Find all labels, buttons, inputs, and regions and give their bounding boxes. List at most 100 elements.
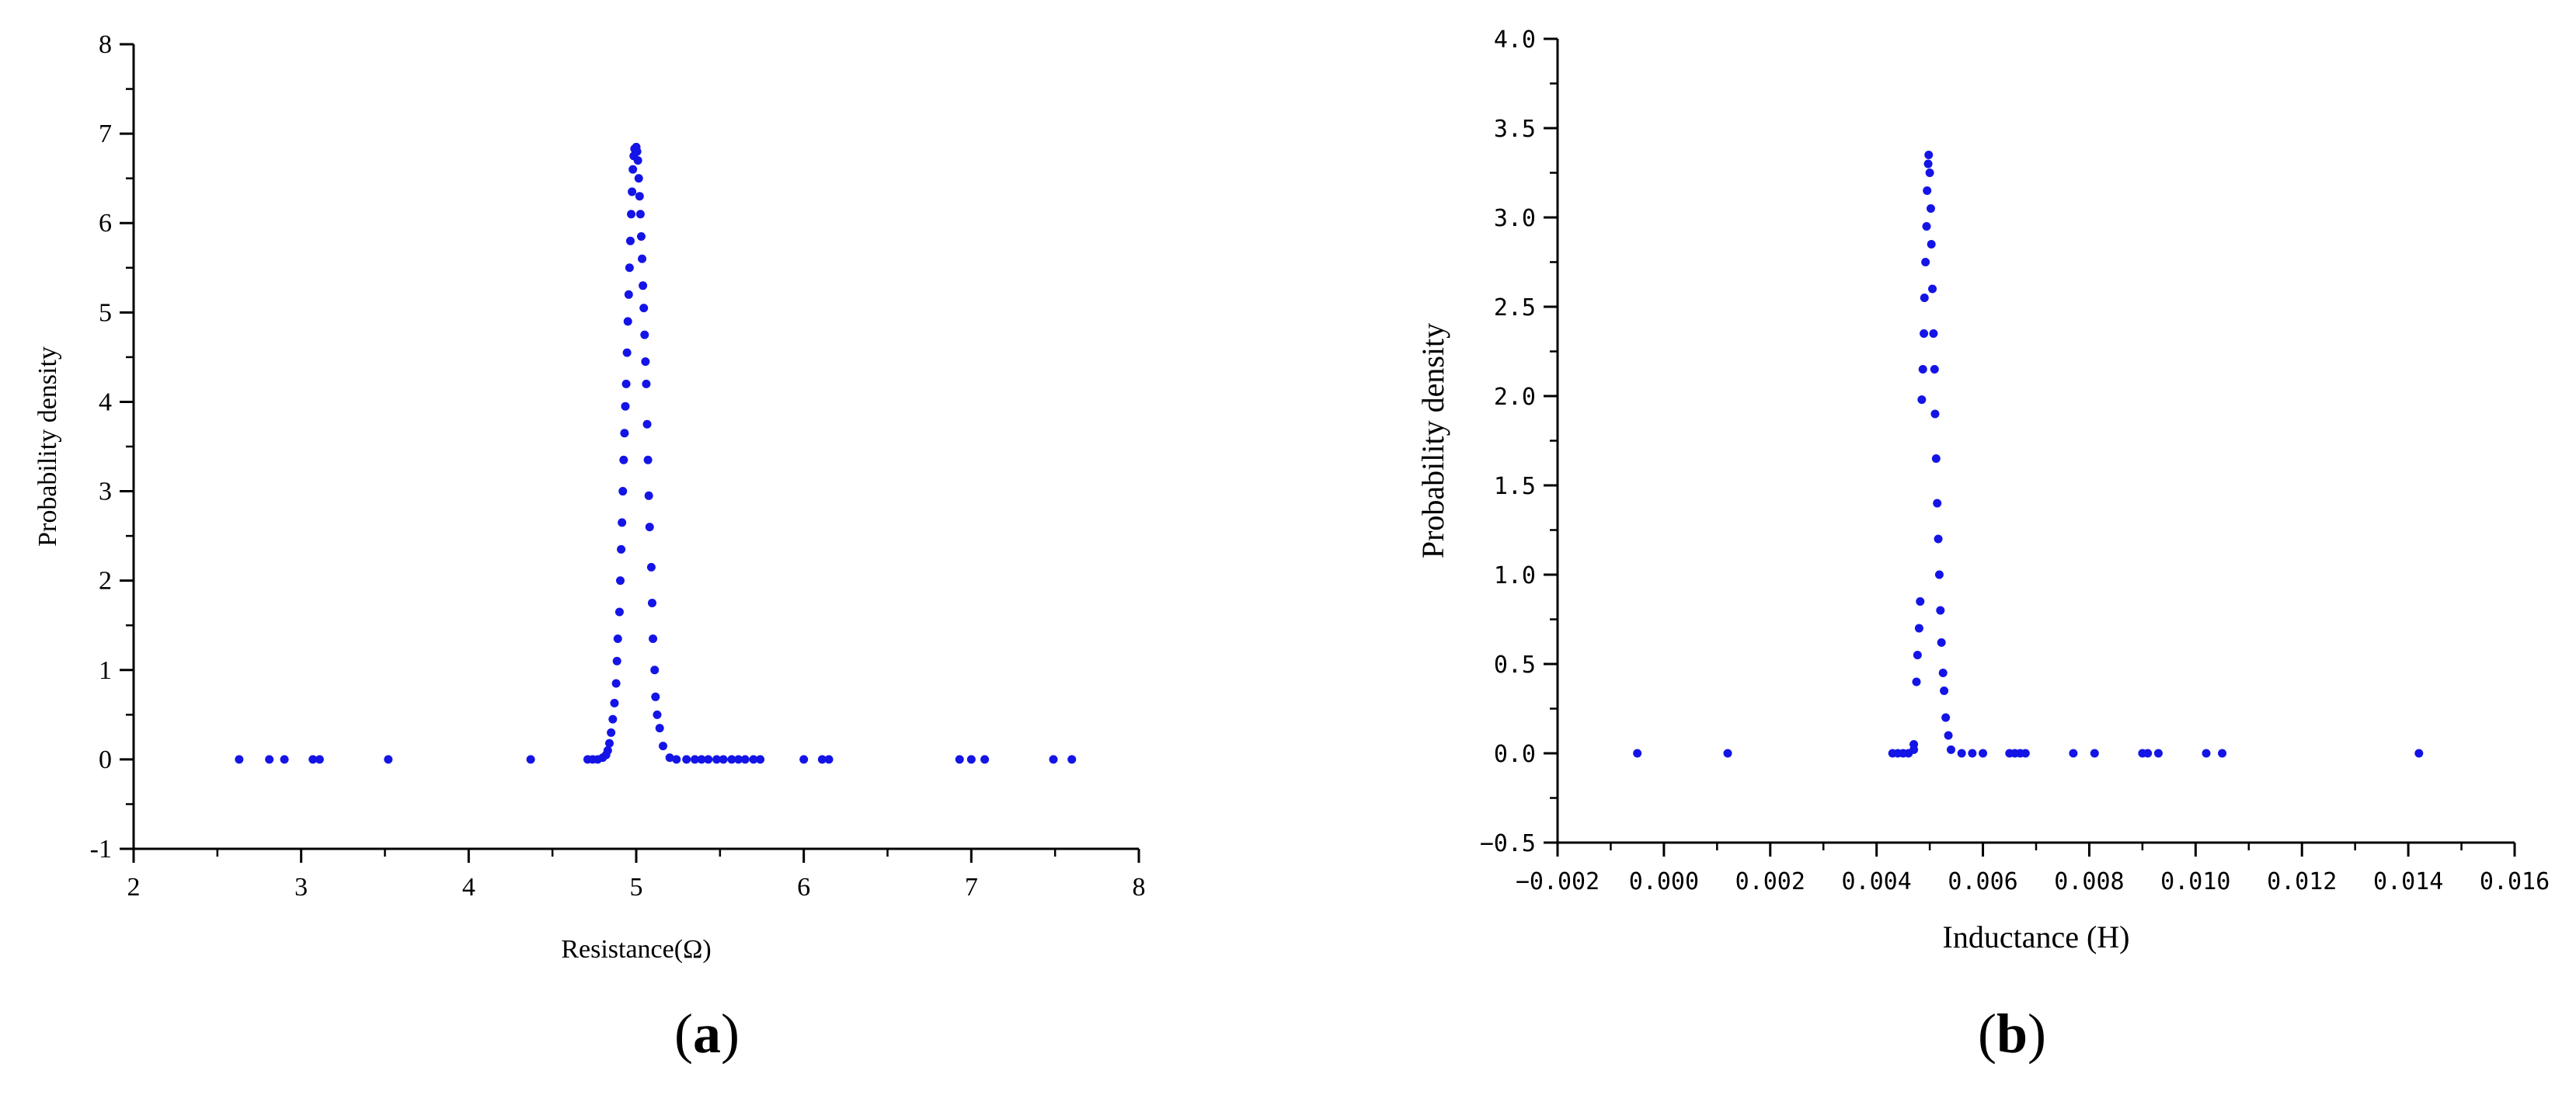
- data-point: [624, 290, 633, 299]
- data-point: [1979, 749, 1988, 758]
- data-point: [980, 755, 990, 764]
- x-tick-label: 0.016: [2480, 868, 2550, 895]
- data-point: [2090, 749, 2099, 758]
- data-point: [817, 755, 827, 764]
- data-point: [1921, 258, 1930, 266]
- data-point: [799, 755, 809, 764]
- y-tick-label: 4.0: [1494, 26, 1536, 54]
- data-point: [1923, 159, 1933, 169]
- data-point: [636, 231, 646, 241]
- data-point: [1927, 240, 1936, 249]
- data-point: [1922, 222, 1931, 231]
- panel-b-caption: (b): [1977, 1003, 2047, 1065]
- data-point: [619, 455, 628, 464]
- data-point: [655, 724, 664, 733]
- y-axis-title: Probability density: [1415, 323, 1450, 558]
- data-point: [1940, 687, 1949, 695]
- data-point: [1929, 329, 1938, 338]
- x-tick-label: 7: [965, 873, 978, 902]
- y-tick-label: 3.0: [1494, 205, 1536, 232]
- data-point: [712, 755, 722, 764]
- data-point: [625, 263, 634, 273]
- y-tick-label: 3: [99, 478, 112, 506]
- data-point: [1924, 151, 1934, 159]
- data-point: [611, 679, 621, 688]
- data-point: [641, 357, 650, 367]
- x-tick-label: 0.000: [1629, 868, 1699, 895]
- y-tick-label: 0: [99, 746, 112, 774]
- x-tick-label: 0.014: [2373, 868, 2443, 895]
- data-point: [1930, 365, 1939, 374]
- data-point: [824, 755, 834, 764]
- data-point: [653, 710, 662, 719]
- y-tick-label: −0.5: [1480, 830, 1536, 857]
- data-point: [1912, 677, 1921, 687]
- data-point: [625, 236, 635, 245]
- data-point: [265, 755, 274, 764]
- data-point: [1931, 454, 1941, 463]
- y-tick-label: 1: [99, 656, 112, 685]
- x-tick-label: 6: [797, 873, 810, 902]
- data-point: [621, 402, 630, 411]
- data-point: [719, 755, 728, 764]
- data-point: [603, 746, 612, 755]
- panel-a-caption: (a): [674, 1003, 740, 1065]
- data-point: [1941, 713, 1951, 722]
- data-point: [618, 518, 627, 527]
- y-tick-label: 1.0: [1494, 562, 1536, 589]
- data-point: [955, 755, 964, 764]
- y-tick-label: 1.5: [1494, 473, 1536, 500]
- y-tick-label: 8: [99, 30, 112, 59]
- data-point: [1920, 294, 1929, 302]
- series-points: [235, 142, 1077, 764]
- y-tick-label: 5: [99, 298, 112, 327]
- data-point: [1930, 409, 1940, 419]
- data-point: [614, 607, 624, 617]
- y-tick-label: -1: [90, 835, 112, 864]
- x-tick-label: 5: [630, 873, 643, 902]
- data-point: [628, 187, 637, 196]
- data-point: [1909, 740, 1919, 749]
- x-axis-title: Inductance (H): [1943, 919, 2130, 954]
- data-point: [1934, 570, 1944, 579]
- data-point: [1914, 624, 1923, 633]
- data-point: [647, 598, 656, 607]
- data-point: [635, 210, 645, 219]
- data-point: [966, 755, 976, 764]
- x-tick-label: 0.006: [1948, 868, 2017, 895]
- data-point: [1913, 651, 1922, 659]
- y-tick-label: 0.5: [1494, 652, 1536, 679]
- data-point: [649, 634, 658, 643]
- data-point: [2153, 749, 2163, 758]
- x-tick-label: 0.010: [2160, 868, 2230, 895]
- data-point: [623, 317, 632, 326]
- data-point: [638, 254, 647, 263]
- y-tick-label: 4: [99, 388, 112, 416]
- data-point: [607, 728, 616, 737]
- data-point: [634, 174, 643, 183]
- data-point: [659, 742, 668, 751]
- chart-b: −0.002 0.000 0.002 0.004 0.006 0.008 0.010 0.01…: [1415, 26, 2550, 954]
- x-tick-label: 0.012: [2267, 868, 2337, 895]
- data-point: [697, 755, 706, 764]
- data-point: [2021, 749, 2030, 758]
- data-point: [612, 656, 621, 666]
- y-tick-label: 3.5: [1494, 116, 1536, 143]
- data-point: [734, 755, 743, 764]
- y-tick-label: 7: [99, 120, 112, 148]
- data-point: [315, 755, 324, 764]
- data-point: [308, 755, 318, 764]
- x-tick-label: 0.002: [1735, 868, 1805, 895]
- data-point: [1968, 749, 1977, 758]
- data-point: [610, 698, 619, 707]
- data-point: [639, 281, 648, 290]
- data-point: [613, 634, 622, 643]
- data-point: [621, 379, 631, 388]
- data-point: [604, 739, 614, 748]
- data-point: [740, 755, 750, 764]
- data-point: [616, 576, 625, 586]
- data-point: [1946, 745, 1955, 754]
- y-axis-title: Probability density: [33, 346, 62, 547]
- data-point: [1925, 169, 1934, 177]
